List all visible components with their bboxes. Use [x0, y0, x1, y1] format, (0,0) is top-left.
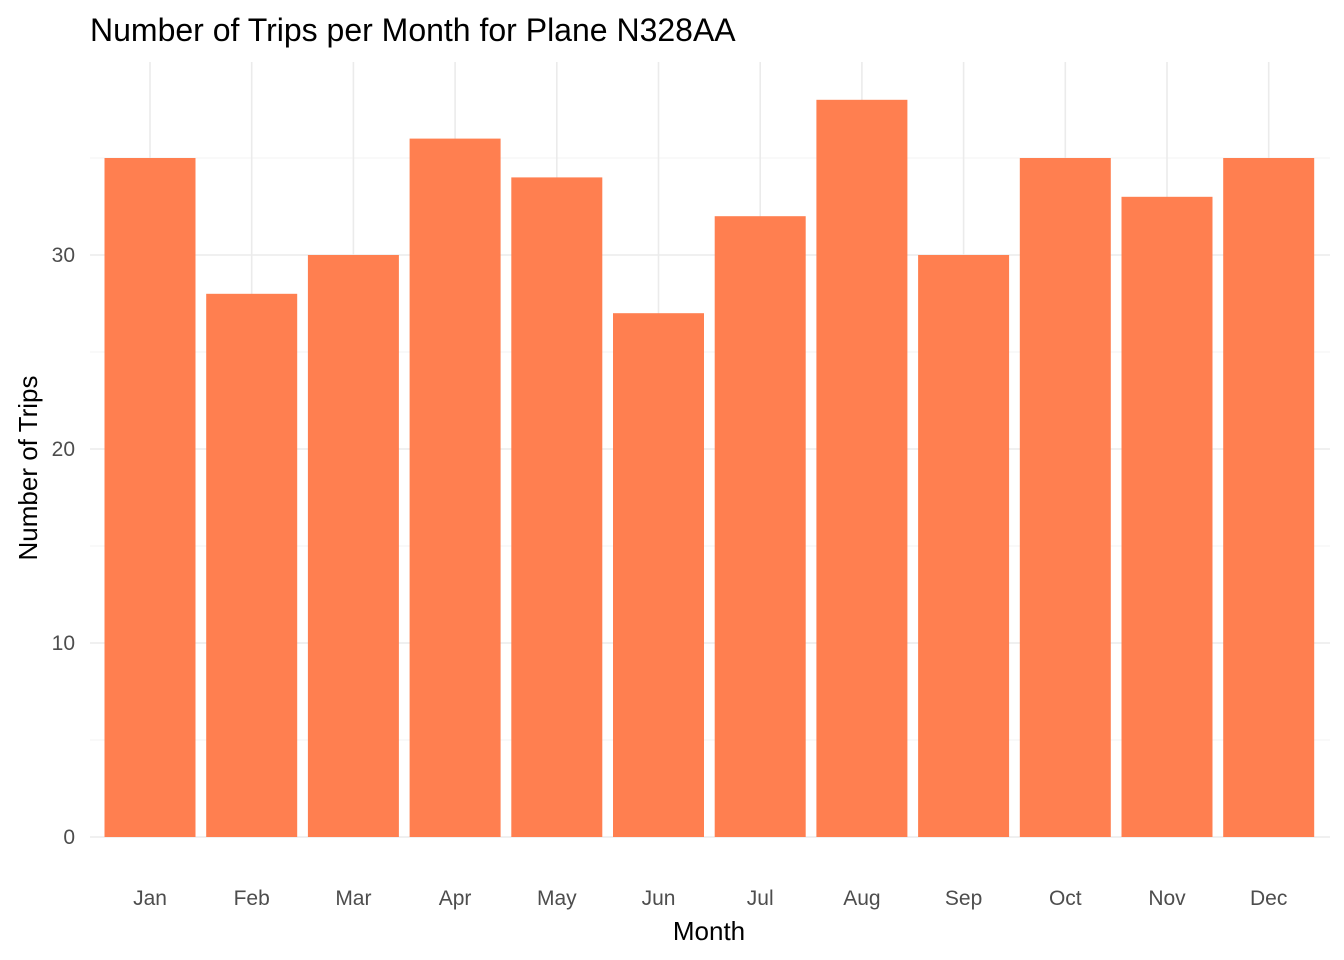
bar-apr: [409, 138, 501, 838]
y-tick-label: 0: [63, 826, 75, 849]
x-tick-label: Nov: [1148, 887, 1186, 910]
x-tick-label: Jun: [642, 887, 676, 910]
bar-nov: [1121, 196, 1213, 838]
x-tick-label: Mar: [335, 887, 371, 910]
y-axis-title: Number of Trips: [13, 376, 43, 561]
bar-dec: [1223, 158, 1315, 837]
y-tick-label: 20: [52, 438, 75, 461]
x-tick-label: Apr: [439, 887, 472, 910]
bar-sep: [918, 255, 1010, 837]
x-tick-label: Dec: [1250, 887, 1287, 910]
y-tick-label: 30: [52, 244, 75, 267]
bar-jan: [104, 158, 196, 837]
x-tick-labels: Jan Feb Mar Apr May Jun Jul Aug Sep Oct Nov Dec: [133, 887, 1287, 910]
bar-mar: [307, 255, 399, 837]
bar-oct: [1019, 158, 1111, 837]
y-tick-labels: 0 10 20 30: [52, 244, 75, 849]
chart-title: Number of Trips per Month for Plane N328…: [90, 12, 736, 48]
bar-feb: [206, 293, 298, 837]
bar-may: [511, 177, 603, 837]
x-tick-label: Jan: [133, 887, 167, 910]
x-tick-label: Feb: [234, 887, 270, 910]
x-tick-label: Oct: [1049, 887, 1082, 910]
bar-aug: [816, 99, 908, 838]
x-axis-title: Month: [673, 916, 745, 946]
bar-jun: [613, 313, 704, 837]
x-tick-label: Jul: [747, 887, 774, 910]
x-tick-label: May: [537, 887, 577, 910]
bars: [104, 99, 1315, 838]
y-tick-label: 10: [52, 632, 75, 655]
bar-jul: [714, 216, 806, 837]
x-tick-label: Aug: [843, 887, 880, 910]
x-tick-label: Sep: [945, 887, 982, 910]
